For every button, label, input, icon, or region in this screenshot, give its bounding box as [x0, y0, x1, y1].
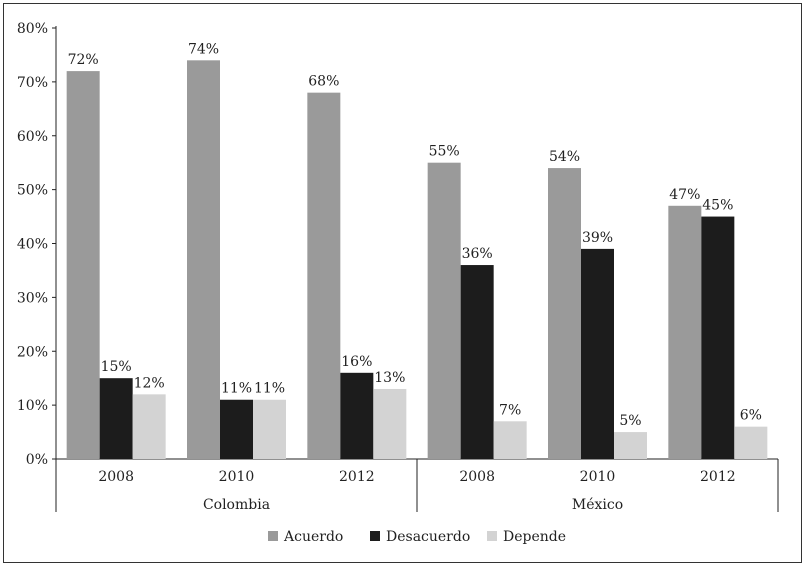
bar-value-label: 72%: [68, 52, 99, 68]
group-label: Colombia: [203, 497, 270, 513]
bar-value-label: 11%: [254, 381, 285, 397]
bar-value-label: 54%: [549, 149, 580, 165]
bar-acuerdo: [427, 162, 461, 459]
bar-depende: [373, 388, 407, 459]
bar-value-label: 13%: [374, 370, 405, 386]
x-tick-label: 2008: [98, 469, 134, 485]
bar-acuerdo: [668, 205, 702, 459]
x-tick-label: 2012: [700, 469, 736, 485]
y-tick-label: 60%: [17, 129, 48, 145]
bar-depende: [614, 432, 647, 459]
chart-frame: [3, 3, 802, 563]
x-tick-label: 2010: [580, 469, 616, 485]
bar-acuerdo: [548, 168, 581, 459]
data-labels: 72% 15%12% 74% 11% 11% 68% 16%13% 55% 36% 7% 54% 39…: [68, 41, 762, 429]
bar-acuerdo: [187, 60, 220, 459]
legend-swatch-desacuerdo: [370, 531, 380, 541]
bar-value-label: 15%: [101, 359, 132, 375]
bar-value-label: 6%: [740, 408, 762, 424]
bar-desacuerdo: [460, 265, 494, 459]
bars: [66, 60, 768, 460]
y-tick-label: 30%: [17, 290, 48, 306]
bar-value-label: 12%: [134, 375, 165, 391]
y-tick-label: 10%: [17, 398, 48, 414]
legend-label: Acuerdo: [283, 529, 343, 545]
bar-value-label: 7%: [499, 402, 521, 418]
y-tick-label: 80%: [17, 21, 48, 37]
bar-desacuerdo: [581, 248, 614, 459]
bar-desacuerdo: [220, 399, 253, 459]
y-tick-label: 20%: [17, 344, 48, 360]
x-tick-label: 2010: [219, 469, 255, 485]
y-tick-label: 0%: [26, 452, 48, 468]
legend-label: Depende: [503, 529, 566, 545]
axes: 0% 10% 20% 30% 40% 50% 60% 70% 80% 2008 2010 2012 20…: [17, 21, 779, 513]
x-tick-label: 2012: [339, 469, 375, 485]
legend: Acuerdo Desacuerdo Depende: [268, 529, 566, 545]
bar-acuerdo: [307, 92, 341, 460]
bar-value-label: 47%: [669, 187, 700, 203]
bar-value-label: 74%: [188, 41, 219, 57]
y-tick-label: 50%: [17, 183, 48, 199]
bar-desacuerdo: [99, 378, 133, 459]
legend-swatch-acuerdo: [268, 531, 278, 541]
bar-depende: [132, 394, 166, 459]
bar-depende: [734, 426, 768, 459]
legend-swatch-depende: [487, 531, 497, 541]
bar-depende: [493, 421, 527, 459]
x-tick-label: 2008: [459, 469, 495, 485]
bar-value-label: 11%: [221, 381, 252, 397]
bar-value-label: 55%: [429, 144, 460, 160]
bar-value-label: 16%: [341, 354, 372, 370]
bar-value-label: 45%: [702, 198, 733, 214]
bar-value-label: 68%: [308, 74, 339, 90]
y-tick-label: 40%: [17, 237, 48, 253]
bar-acuerdo: [66, 71, 100, 459]
group-label: México: [572, 497, 623, 513]
bar-value-label: 36%: [462, 246, 493, 262]
bar-value-label: 39%: [582, 230, 613, 246]
bar-desacuerdo: [340, 372, 374, 459]
legend-label: Desacuerdo: [386, 529, 470, 545]
bar-depende: [253, 399, 286, 459]
y-tick-label: 70%: [17, 75, 48, 91]
bar-value-label: 5%: [619, 413, 641, 429]
bar-desacuerdo: [701, 216, 735, 459]
